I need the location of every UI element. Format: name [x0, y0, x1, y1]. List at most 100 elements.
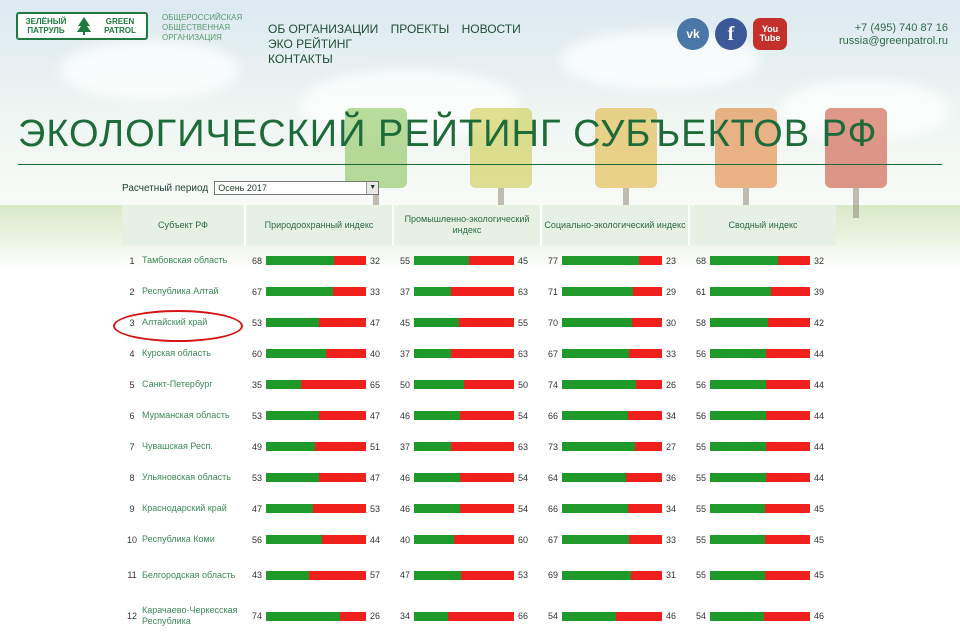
index-good-value: 37 — [400, 348, 411, 359]
index-bar-good — [414, 349, 451, 358]
index-bar — [414, 287, 514, 296]
table-row[interactable]: 5 Санкт-Петербург 35 65 50 50 74 26 56 44 — [122, 369, 836, 400]
index-bad-value: 34 — [666, 503, 677, 514]
index-bar-bad — [631, 570, 662, 580]
index-good-value: 43 — [252, 570, 263, 580]
index-cell: 45 55 — [392, 318, 540, 328]
index-bad-value: 27 — [666, 441, 677, 452]
index-bar — [414, 256, 514, 265]
table-row[interactable]: 10 Республика Коми 56 44 40 60 67 33 55 45 — [122, 524, 836, 555]
index-bad-value: 33 — [370, 286, 381, 297]
period-select[interactable]: Осень 2017 ▼ — [214, 181, 380, 195]
index-bar-good — [710, 411, 766, 420]
index-bar-good — [266, 473, 319, 482]
index-bar — [562, 380, 662, 389]
col-nature-index[interactable]: Природоохранный индекс — [244, 205, 392, 245]
index-bar-good — [710, 442, 766, 451]
region-name[interactable]: Карачаево-Черкесская Республика — [142, 605, 238, 626]
index-bar-bad — [766, 411, 810, 420]
index-bar-bad — [768, 318, 810, 327]
index-bar — [414, 411, 514, 420]
index-bar — [710, 287, 810, 296]
index-bad-value: 36 — [666, 472, 677, 483]
region-name[interactable]: Тамбовская область — [142, 255, 228, 265]
table-row[interactable]: 12 Карачаево-Черкесская Республика 74 26 34 6… — [122, 595, 836, 637]
index-cell: 55 45 — [688, 504, 836, 514]
facebook-icon[interactable]: f — [715, 18, 747, 50]
table-row[interactable]: 9 Краснодарский край 47 53 46 54 66 34 55 45 — [122, 493, 836, 524]
region-name[interactable]: Мурманская область — [142, 410, 230, 420]
index-bar-good — [414, 256, 469, 265]
nav-projects[interactable]: ПРОЕКТЫ — [390, 22, 450, 36]
index-cell: 55 45 — [688, 570, 836, 580]
index-bar-good — [710, 380, 766, 389]
index-bar-good — [562, 287, 633, 296]
region-name[interactable]: Республика Коми — [142, 534, 215, 544]
region-name[interactable]: Чувашская Респ. — [142, 441, 213, 451]
index-bad-value: 23 — [666, 255, 677, 266]
table-row[interactable]: 11 Белгородская область 43 57 47 53 69 31 55 45 — [122, 555, 836, 595]
index-good-value: 45 — [400, 317, 411, 328]
col-industrial-index[interactable]: Промышленно-экологический индекс — [392, 205, 540, 245]
index-good-value: 55 — [696, 570, 707, 580]
region-name[interactable]: Республика Алтай — [142, 286, 219, 296]
vk-icon[interactable]: vk — [677, 18, 709, 50]
chevron-down-icon[interactable]: ▼ — [366, 182, 379, 194]
index-bar-good — [710, 287, 771, 296]
table-row[interactable]: 7 Чувашская Респ. 49 51 37 63 73 27 55 44 — [122, 431, 836, 462]
table-row[interactable]: 2 Республика Алтай 67 33 37 63 71 29 61 39 — [122, 276, 836, 307]
index-bad-value: 31 — [666, 570, 677, 580]
rank-number: 7 — [129, 441, 135, 452]
nav-news[interactable]: НОВОСТИ — [461, 22, 521, 36]
nav-eco-rating[interactable]: ЭКО РЕЙТИНГ — [268, 37, 352, 51]
highlight-circle — [113, 310, 243, 342]
nav-contacts[interactable]: КОНТАКТЫ — [268, 52, 333, 66]
col-summary-index[interactable]: Сводный индекс — [688, 205, 836, 245]
index-cell: 46 54 — [392, 473, 540, 483]
table-row[interactable]: 6 Мурманская область 53 47 46 54 66 34 56 44 — [122, 400, 836, 431]
table-row[interactable]: 4 Курская область 60 40 37 63 67 33 56 44 — [122, 338, 836, 369]
index-good-value: 47 — [252, 503, 263, 514]
index-good-value: 71 — [548, 286, 559, 297]
index-cell: 46 54 — [392, 504, 540, 514]
email-link[interactable]: russia@greenpatrol.ru — [839, 35, 948, 47]
col-subject[interactable]: Субъект РФ — [158, 219, 208, 230]
index-bad-value: 44 — [814, 472, 825, 483]
youtube-icon[interactable]: You Tube — [753, 18, 787, 50]
index-bar-good — [266, 287, 333, 296]
region-name[interactable]: Белгородская область — [142, 569, 236, 580]
table-row[interactable]: 1 Тамбовская область 68 32 55 45 77 23 68 32 — [122, 245, 836, 276]
index-good-value: 54 — [548, 611, 559, 621]
table-row[interactable]: 8 Ульяновская область 53 47 46 54 64 36 55 44 — [122, 462, 836, 493]
index-bar-good — [414, 504, 460, 513]
index-bar-bad — [459, 318, 514, 327]
region-name[interactable]: Ульяновская область — [142, 472, 231, 482]
index-bar-bad — [765, 473, 810, 482]
index-bar — [710, 611, 810, 621]
index-bad-value: 46 — [814, 611, 825, 621]
period-filter: Расчетный период Осень 2017 ▼ — [122, 181, 380, 195]
index-bar-bad — [460, 504, 514, 513]
region-name[interactable]: Санкт-Петербург — [142, 379, 213, 389]
index-cell: 53 47 — [244, 318, 392, 328]
index-cell: 47 53 — [244, 504, 392, 514]
index-bar-bad — [334, 256, 366, 265]
index-bar-good — [710, 504, 765, 513]
index-bar-good — [562, 473, 626, 482]
region-name[interactable]: Курская область — [142, 348, 211, 358]
index-cell: 53 47 — [244, 473, 392, 483]
index-bar-good — [414, 611, 448, 621]
index-cell: 55 44 — [688, 442, 836, 452]
index-bar-bad — [469, 256, 514, 265]
index-bar — [414, 473, 514, 482]
index-bar-bad — [629, 349, 662, 358]
nav-about[interactable]: ОБ ОРГАНИЗАЦИИ — [268, 22, 379, 36]
index-bar-good — [266, 411, 319, 420]
green-patrol-logo[interactable]: ЗЕЛЁНЫЙ ПАТРУЛЬ GREEN PATROL — [16, 12, 148, 40]
index-good-value: 67 — [548, 534, 559, 545]
index-cell: 34 66 — [392, 611, 540, 621]
region-name[interactable]: Краснодарский край — [142, 503, 227, 513]
index-bar — [266, 256, 366, 265]
index-cell: 55 44 — [688, 473, 836, 483]
col-social-index[interactable]: Социально-экологический индекс — [540, 205, 688, 245]
